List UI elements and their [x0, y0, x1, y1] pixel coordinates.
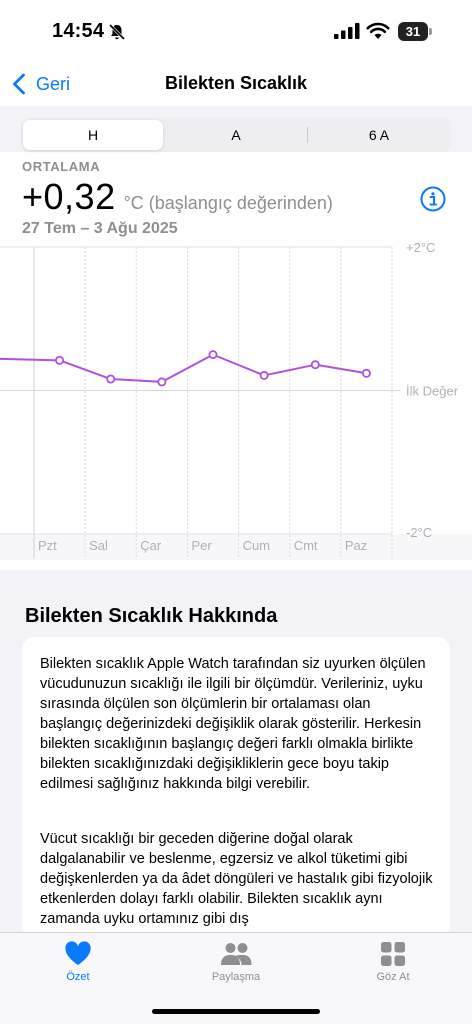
average-label: ORTALAMA	[22, 159, 101, 174]
temperature-chart[interactable]: +2°C İlk Değer -2°C Pzt Sal Çar Per Cum Cmt Paz	[0, 236, 472, 566]
chart-tick-bottom: -2°C	[406, 525, 432, 540]
tab-summary-label: Özet	[66, 971, 90, 983]
chart-x-label: Per	[191, 538, 212, 553]
chart-tick-baseline: İlk Değer	[406, 384, 459, 399]
chart-data-point	[106, 374, 116, 384]
chart-data-point	[55, 355, 65, 365]
about-title: Bilekten Sıcaklık Hakkında	[25, 605, 278, 627]
battery-cap	[429, 28, 432, 35]
back-button-label: Geri	[36, 73, 71, 94]
battery-level: 31	[398, 22, 428, 41]
heart-icon	[65, 941, 91, 965]
tab-browse-label: Göz At	[376, 971, 410, 983]
chart-x-label: Çar	[140, 538, 162, 553]
people-icon	[221, 943, 252, 965]
page-title: Bilekten Sıcaklık	[164, 73, 308, 93]
chart-data-point	[361, 368, 371, 378]
time-range-segmented-control: H A 6 A	[21, 118, 451, 152]
chart-tick-top: +2°C	[406, 240, 435, 255]
chart-axis-band	[0, 534, 472, 560]
tab-sharing-label: Paylaşma	[211, 971, 261, 983]
chart-x-label: Pzt	[38, 538, 57, 553]
average-value: +0,32	[22, 176, 116, 217]
chart-x-label: Cmt	[294, 538, 318, 553]
about-paragraph-2: Vücut sıcaklığı bir geceden diğerine doğ…	[40, 831, 433, 927]
navigation-bar: Geri Bilekten Sıcaklık	[0, 62, 472, 106]
info-icon[interactable]	[420, 186, 446, 212]
segment-month[interactable]: A	[231, 127, 241, 143]
chart-x-label: Cum	[243, 538, 270, 553]
average-row: +0,32 °C (başlangıç değerinden)	[22, 176, 333, 218]
cellular-signal-icon	[334, 23, 360, 39]
segment-week[interactable]: H	[23, 120, 163, 150]
tab-summary[interactable]: Özet	[18, 941, 138, 983]
segment-six-months[interactable]: 6 A	[368, 127, 390, 143]
header-background	[0, 0, 472, 570]
grid-icon	[381, 942, 405, 966]
chevron-left-icon	[13, 73, 25, 95]
tab-bar: Özet Paylaşma Göz At	[0, 932, 472, 1024]
chart-data-point	[157, 377, 167, 387]
tab-sharing[interactable]: Paylaşma	[176, 941, 296, 983]
status-time: 14:54	[52, 20, 105, 42]
chart-x-label: Sal	[89, 538, 108, 553]
chart-x-label: Paz	[345, 538, 367, 553]
chart-data-point	[259, 370, 269, 380]
home-indicator	[152, 1009, 320, 1014]
tab-browse[interactable]: Göz At	[333, 941, 453, 983]
chart-series-line	[0, 353, 367, 383]
average-unit: °C (başlangıç değerinden)	[123, 193, 333, 213]
silent-bell-icon	[108, 23, 126, 41]
date-range: 27 Tem – 3 Ağu 2025	[22, 220, 178, 237]
wifi-icon	[366, 22, 390, 39]
battery-icon: 31	[398, 22, 432, 41]
about-card: Bilekten sıcaklık Apple Watch tarafından…	[22, 637, 450, 937]
back-button[interactable]: Geri	[12, 70, 70, 98]
about-paragraph-1: Bilekten sıcaklık Apple Watch tarafından…	[40, 656, 426, 792]
status-bar: 14:54 31	[0, 0, 472, 62]
chart-data-point	[310, 360, 320, 370]
segment-divider	[307, 127, 308, 143]
chart-data-point	[208, 350, 218, 360]
